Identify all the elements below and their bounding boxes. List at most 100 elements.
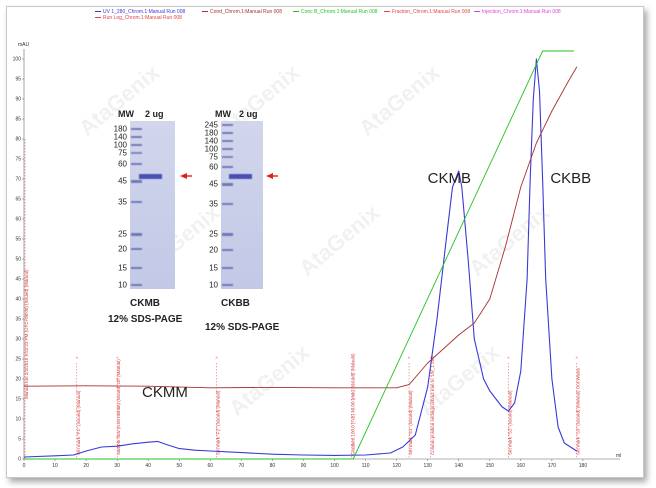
y-tick-label: 55	[15, 237, 21, 243]
data-point-cond	[520, 186, 522, 188]
gel-caption: CKMB	[130, 298, 160, 309]
data-point-cond	[147, 385, 149, 387]
watermark-text: AtaGenix	[294, 199, 385, 281]
x-tick-label: 50	[176, 463, 182, 469]
mark-caret: ^	[215, 356, 218, 361]
gel-marker-label: 35	[118, 198, 127, 207]
gel-mw-header: MW	[215, 109, 231, 119]
peak-labels: CKMM CKMB CKBB	[142, 170, 591, 401]
gel-marker-label: 75	[118, 149, 127, 158]
data-point-uv	[526, 278, 528, 280]
run-log-marks: ^Set mark "F1" (Issued) (Manual)^Sample …	[76, 353, 581, 459]
gel-marker-band	[222, 267, 233, 269]
gel-marker-label: 15	[118, 264, 127, 273]
gel-marker-band	[222, 148, 233, 150]
data-point-cond	[365, 387, 366, 389]
x-tick-label: 110	[362, 463, 370, 469]
x-tick-label: 140	[455, 463, 464, 469]
data-point-cond	[272, 387, 273, 388]
mark-label: Column position settings a/b/a2 mm to 'U…	[430, 355, 435, 455]
y-tick-label: 95	[15, 77, 21, 83]
y-tick-label: 15	[15, 397, 21, 403]
gel-marker-label: 180	[205, 129, 219, 138]
data-point-cond	[209, 387, 211, 389]
mark-label: Manual run 2/3/2015 9:52:23 PM (UTC+08:0…	[24, 269, 29, 399]
mark-label: Set mark "S2" (Issued) (Manual)	[507, 390, 512, 455]
x-tick-label: 150	[486, 463, 495, 469]
y-tick-label: 45	[15, 277, 21, 283]
legend-entry: Fraction_Chrom.1:Manual Run 008	[392, 9, 470, 15]
gel-marker-band	[131, 180, 142, 183]
x-tick-label: 120	[392, 463, 401, 469]
peak-label: CKBB	[550, 170, 591, 187]
data-point-uv	[414, 434, 416, 436]
y-tick-label: 10	[15, 417, 21, 423]
data-point-uv	[402, 446, 404, 448]
data-point-cond	[396, 387, 398, 389]
gel-marker-band	[131, 128, 142, 130]
y-tick-label: 60	[15, 217, 21, 223]
y-tick-label: 20	[15, 377, 21, 383]
gel-marker-label: 60	[118, 160, 127, 169]
gel-marker-label: 25	[118, 230, 127, 239]
mark-label: Set mark "F2" (Issued) (Manual)	[216, 390, 221, 455]
mark-caret: ^	[116, 356, 119, 361]
data-point-uv	[157, 441, 158, 442]
data-point-cond	[473, 322, 475, 324]
gel-marker-label: 100	[205, 145, 219, 154]
data-point-uv	[501, 406, 503, 408]
gel-marker-band	[222, 156, 233, 158]
data-point-uv	[23, 456, 25, 458]
mark-label: Sample flow (0.50 ml/min) (Issued) Off (…	[116, 359, 121, 455]
data-point-uv	[473, 338, 475, 340]
arrow-icon	[180, 173, 187, 179]
gel-marker-label: 75	[209, 153, 218, 162]
mark-label: Gradient 100.0 {%B} 40.00 {min} (Issued)…	[351, 353, 356, 455]
data-point-uv	[532, 98, 534, 100]
data-point-cond	[489, 298, 491, 300]
legend-entry: Cond_Chrom.1:Manual Run 008	[210, 9, 282, 15]
data-point-uv	[545, 278, 547, 280]
data-point-uv	[209, 450, 211, 452]
data-point-uv	[467, 258, 469, 260]
gel-marker-band	[222, 284, 233, 286]
y-tick-label: 50	[15, 257, 21, 263]
data-point-uv	[551, 378, 553, 380]
gel-marker-label: 100	[114, 141, 128, 150]
legend-entry: Injection_Chrom.1:Manual Run 008	[482, 9, 561, 15]
x-tick-label: 160	[517, 463, 526, 469]
gel-marker-label: 15	[209, 264, 218, 273]
data-point-cond	[551, 110, 553, 112]
x-tick-label: 70	[239, 463, 245, 469]
gel-marker-band	[131, 284, 142, 286]
axes: mAU 0 5 10 15 20 25 30 35 40 45 50 55 60 65 70 75 80 85 90 9…	[13, 42, 622, 469]
gel-marker-label: 245	[205, 121, 219, 130]
data-point-uv	[132, 443, 134, 445]
y-tick-label: 85	[15, 117, 21, 123]
gel-marker-band	[131, 248, 142, 250]
gel-marker-label: 45	[118, 177, 127, 186]
data-point-cond	[85, 385, 87, 387]
data-point-uv	[390, 452, 391, 454]
x-unit-label: ml	[616, 453, 621, 459]
data-point-uv	[365, 454, 366, 456]
mark-caret: ^	[576, 356, 579, 361]
series-line-uv	[23, 58, 577, 458]
data-point-uv	[101, 446, 103, 448]
y-tick-label: 35	[15, 317, 21, 323]
gel-marker-band	[131, 136, 142, 138]
data-point-uv	[539, 90, 540, 92]
data-point-uv	[272, 453, 273, 455]
data-point-uv	[576, 450, 578, 452]
data-point-uv	[489, 390, 491, 392]
mark-caret: ^	[408, 356, 411, 361]
gel-lane-header: 2 ug	[145, 109, 164, 119]
x-tick-label: 130	[424, 463, 433, 469]
peak-label: CKMB	[428, 170, 471, 187]
gel-marker-band	[131, 233, 142, 236]
x-tick-label: 60	[208, 463, 214, 469]
data-point-concb	[542, 50, 543, 52]
legend-entry: Run Log_Chrom.1:Manual Run 008	[103, 15, 182, 21]
watermark-text: AtaGenix	[354, 59, 445, 141]
